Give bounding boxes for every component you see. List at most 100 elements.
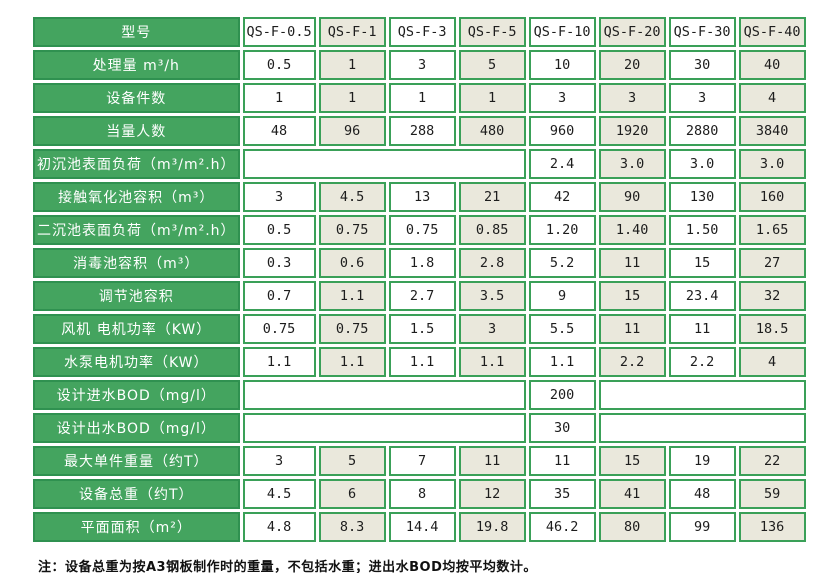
- value-cell: 5: [318, 446, 386, 476]
- header-row: 型号 QS-F-0.5 QS-F-1 QS-F-3 QS-F-5 QS-F-10 QS-F-…: [33, 17, 806, 47]
- value-cell: 1.50: [668, 215, 736, 245]
- value-cell: 5.5: [528, 314, 596, 344]
- row-label: 接触氧化池容积（m³）: [33, 182, 240, 212]
- value-cell: 3.0: [668, 149, 736, 179]
- value-cell: 0.6: [318, 248, 386, 278]
- table-row: 水泵电机功率（KW） 1.1 1.1 1.1 1.1 1.1 2.2 2.2 4: [33, 347, 806, 377]
- value-cell: 14.4: [388, 512, 456, 542]
- value-cell: 48: [668, 479, 736, 509]
- row-label: 调节池容积: [33, 281, 240, 311]
- value-cell: 3.0: [598, 149, 666, 179]
- table-row: 平面面积（m²） 4.8 8.3 14.4 19.8 46.2 80 99 136: [33, 512, 806, 542]
- row-label: 设计出水BOD（mg/l）: [33, 413, 240, 443]
- row-label: 设计进水BOD（mg/l）: [33, 380, 240, 410]
- row-label: 设备总重（约T）: [33, 479, 240, 509]
- table-row: 最大单件重量（约T） 3 5 7 11 11 15 19 22: [33, 446, 806, 476]
- value-cell: 1.8: [388, 248, 456, 278]
- value-cell: 48: [242, 116, 316, 146]
- value-cell: 4: [738, 347, 806, 377]
- model-header-cell: QS-F-10: [528, 17, 596, 47]
- value-cell: 1.1: [318, 281, 386, 311]
- value-cell: 1.5: [388, 314, 456, 344]
- value-cell: 27: [738, 248, 806, 278]
- value-cell: 0.75: [388, 215, 456, 245]
- value-cell: 5: [458, 50, 526, 80]
- row-label: 风机 电机功率（KW）: [33, 314, 240, 344]
- row-label: 水泵电机功率（KW）: [33, 347, 240, 377]
- value-cell: 15: [668, 248, 736, 278]
- value-cell: 960: [528, 116, 596, 146]
- value-cell: 11: [668, 314, 736, 344]
- empty-merged-cell: [242, 149, 526, 179]
- value-cell: 3840: [738, 116, 806, 146]
- value-cell: 1.1: [388, 347, 456, 377]
- table-row: 调节池容积 0.7 1.1 2.7 3.5 9 15 23.4 32: [33, 281, 806, 311]
- value-cell: 23.4: [668, 281, 736, 311]
- value-cell: 19: [668, 446, 736, 476]
- value-cell: 0.85: [458, 215, 526, 245]
- value-cell: 9: [528, 281, 596, 311]
- row-label: 平面面积（m²）: [33, 512, 240, 542]
- value-cell: 160: [738, 182, 806, 212]
- value-cell: 41: [598, 479, 666, 509]
- value-cell: 90: [598, 182, 666, 212]
- value-cell: 8: [388, 479, 456, 509]
- value-cell: 0.3: [242, 248, 316, 278]
- row-label: 初沉池表面负荷（m³/m².h）: [33, 149, 240, 179]
- model-header-cell: QS-F-1: [318, 17, 386, 47]
- row-label: 消毒池容积（m³）: [33, 248, 240, 278]
- value-cell: 2.7: [388, 281, 456, 311]
- value-cell: 4.5: [242, 479, 316, 509]
- value-cell: 3: [668, 83, 736, 113]
- table-row: 处理量 m³/h 0.5 1 3 5 10 20 30 40: [33, 50, 806, 80]
- model-header-cell: QS-F-20: [598, 17, 666, 47]
- value-cell: 11: [598, 314, 666, 344]
- value-cell: 12: [458, 479, 526, 509]
- value-cell: 4.8: [242, 512, 316, 542]
- value-cell: 0.5: [242, 215, 316, 245]
- value-cell: 1.1: [242, 347, 316, 377]
- value-cell: 3: [528, 83, 596, 113]
- value-cell: 130: [668, 182, 736, 212]
- value-cell: 99: [668, 512, 736, 542]
- value-cell: 3: [598, 83, 666, 113]
- row-label: 处理量 m³/h: [33, 50, 240, 80]
- value-cell: 15: [598, 281, 666, 311]
- header-label: 型号: [33, 17, 240, 47]
- value-cell: 35: [528, 479, 596, 509]
- value-cell: 8.3: [318, 512, 386, 542]
- value-cell: 40: [738, 50, 806, 80]
- value-cell: 13: [388, 182, 456, 212]
- value-cell: 200: [528, 380, 596, 410]
- value-cell: 0.75: [242, 314, 316, 344]
- value-cell: 59: [738, 479, 806, 509]
- value-cell: 3: [458, 314, 526, 344]
- value-cell: 288: [388, 116, 456, 146]
- table-row: 设备件数 1 1 1 1 3 3 3 4: [33, 83, 806, 113]
- value-cell: 18.5: [738, 314, 806, 344]
- footnote: 注：设备总重为按A3钢板制作时的重量，不包括水重；进出水BOD均按平均数计。: [38, 560, 537, 573]
- value-cell: 0.7: [242, 281, 316, 311]
- value-cell: 7: [388, 446, 456, 476]
- value-cell: 480: [458, 116, 526, 146]
- value-cell: 0.5: [242, 50, 316, 80]
- value-cell: 1.20: [528, 215, 596, 245]
- table-row: 设计出水BOD（mg/l） 30: [33, 413, 806, 443]
- value-cell: 30: [528, 413, 596, 443]
- value-cell: 32: [738, 281, 806, 311]
- empty-merged-cell: [598, 413, 806, 443]
- value-cell: 1.65: [738, 215, 806, 245]
- value-cell: 3: [242, 182, 316, 212]
- value-cell: 1: [388, 83, 456, 113]
- value-cell: 46.2: [528, 512, 596, 542]
- value-cell: 11: [528, 446, 596, 476]
- spec-table: 型号 QS-F-0.5 QS-F-1 QS-F-3 QS-F-5 QS-F-10 QS-F-…: [30, 14, 809, 545]
- value-cell: 1: [458, 83, 526, 113]
- value-cell: 3: [388, 50, 456, 80]
- table-row: 二沉池表面负荷（m³/m².h） 0.5 0.75 0.75 0.85 1.20 1.40 1…: [33, 215, 806, 245]
- value-cell: 19.8: [458, 512, 526, 542]
- empty-merged-cell: [242, 413, 526, 443]
- value-cell: 2.8: [458, 248, 526, 278]
- model-header-cell: QS-F-0.5: [242, 17, 316, 47]
- value-cell: 30: [668, 50, 736, 80]
